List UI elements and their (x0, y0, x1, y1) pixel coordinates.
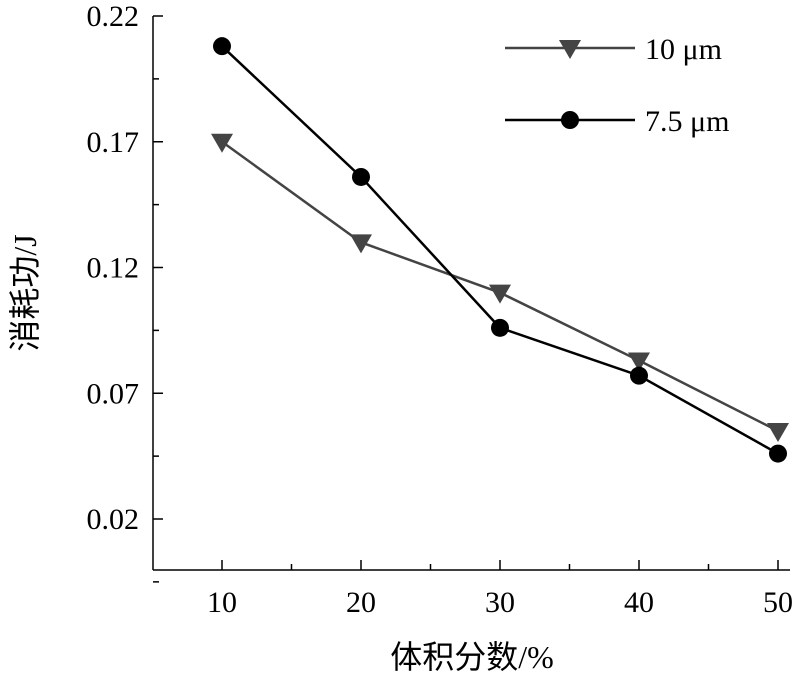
y-tick-label: 0.22 (87, 0, 140, 33)
data-point-circle (491, 318, 509, 337)
axes: 0.02 0.07 0.12 0.17 0.22 10 20 30 40 50 (87, 0, 794, 619)
data-point-triangle (767, 422, 789, 442)
data-point-triangle (350, 234, 372, 254)
data-point-circle (352, 167, 370, 186)
y-tick-label: 0.07 (87, 377, 140, 410)
y-tick-label: 0.17 (87, 126, 140, 159)
x-tick-label: 20 (346, 586, 376, 619)
data-point-triangle (489, 284, 511, 304)
x-tick-label: 50 (763, 586, 793, 619)
y-tick-label: 0.02 (87, 503, 140, 536)
legend-label: 7.5 μm (645, 105, 729, 138)
x-tick-label: 10 (207, 586, 237, 619)
legend: 10 μm 7.5 μm (505, 33, 729, 138)
y-tick-label: 0.12 (87, 252, 140, 285)
x-tick-label: 40 (624, 586, 654, 619)
data-point-circle (630, 366, 648, 385)
x-tick-label: 30 (485, 586, 515, 619)
legend-label: 10 μm (645, 33, 722, 66)
data-point-triangle (628, 352, 650, 372)
x-axis-label: 体积分数/% (390, 639, 554, 675)
data-point-triangle (211, 133, 233, 153)
plot-area (211, 37, 789, 463)
data-point-circle (213, 37, 231, 56)
y-axis-label: 消耗功/J (7, 234, 43, 351)
data-point-circle (769, 444, 787, 463)
data-point-triangle (559, 40, 581, 59)
data-point-circle (561, 111, 579, 129)
